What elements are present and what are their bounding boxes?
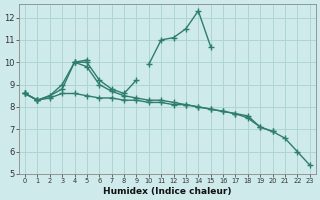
X-axis label: Humidex (Indice chaleur): Humidex (Indice chaleur) xyxy=(103,187,232,196)
